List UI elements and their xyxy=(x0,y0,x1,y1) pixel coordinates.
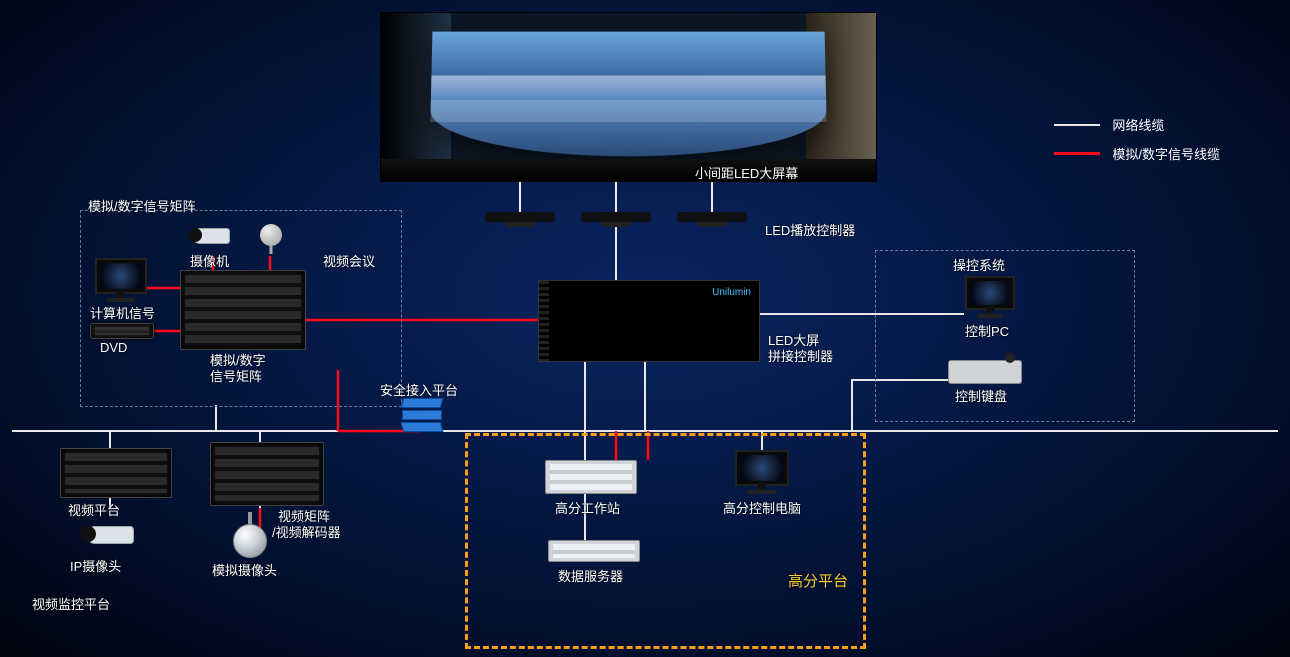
label-sec-platform: 安全接入平台 xyxy=(380,380,458,399)
legend-label-network: 网络线缆 xyxy=(1112,115,1164,134)
label-camera: 摄像机 xyxy=(190,251,229,270)
label-hi-pc: 高分控制电脑 xyxy=(723,498,801,517)
signal-matrix-rack xyxy=(180,270,306,350)
legend-row-signal: 模拟/数字信号线缆 xyxy=(1054,144,1220,163)
brand-label: Unilumin xyxy=(712,287,751,298)
label-led-screen: 小间距LED大屏幕 xyxy=(695,163,798,182)
led-video-wall xyxy=(380,12,877,182)
label-video-decoder: /视频解码器 xyxy=(272,522,341,541)
label-hi-ws: 高分工作站 xyxy=(555,498,620,517)
video-matrix-rack xyxy=(210,442,324,506)
analog-dome-camera xyxy=(230,512,270,558)
group-matrix-title: 模拟/数字信号矩阵 xyxy=(88,196,196,215)
highres-workstation xyxy=(545,460,637,494)
camera-device xyxy=(192,224,234,246)
label-videoconf: 视频会议 xyxy=(323,251,375,270)
highres-control-pc xyxy=(735,450,789,502)
label-led-player: LED播放控制器 xyxy=(765,220,855,239)
label-ctrl-kbd: 控制键盘 xyxy=(955,386,1007,405)
led-player-1 xyxy=(485,212,555,222)
label-dvd: DVD xyxy=(100,340,127,355)
legend-swatch-signal xyxy=(1054,152,1100,155)
label-led-splice2: 拼接控制器 xyxy=(768,346,833,365)
dvd-device xyxy=(90,323,154,339)
legend-label-signal: 模拟/数字信号线缆 xyxy=(1112,144,1220,163)
label-pc-signal: 计算机信号 xyxy=(90,303,155,322)
label-ctrl-pc: 控制PC xyxy=(965,321,1009,340)
pc-signal-monitor xyxy=(95,258,147,308)
group-highres-title: 高分平台 xyxy=(788,570,848,591)
led-player-3 xyxy=(677,212,747,222)
label-analog-cam: 模拟摄像头 xyxy=(212,560,277,579)
led-player-2 xyxy=(581,212,651,222)
videoconf-webcam xyxy=(260,224,282,246)
security-access-platform xyxy=(402,398,442,432)
legend: 网络线缆 模拟/数字信号线缆 xyxy=(1054,105,1220,173)
led-splice-controller: Unilumin xyxy=(538,280,760,362)
label-ipcam: IP摄像头 xyxy=(70,556,121,575)
ip-camera xyxy=(78,520,138,550)
group-control-title: 操控系统 xyxy=(953,255,1005,274)
label-video-platform: 视频平台 xyxy=(68,500,120,519)
group-highres xyxy=(465,433,866,649)
data-server xyxy=(548,540,640,562)
label-matrix-dev2: 信号矩阵 xyxy=(210,366,262,385)
control-keyboard xyxy=(948,360,1022,384)
legend-swatch-network xyxy=(1054,124,1100,126)
legend-row-network: 网络线缆 xyxy=(1054,115,1220,134)
group-video-title: 视频监控平台 xyxy=(32,594,110,613)
control-pc xyxy=(965,276,1015,324)
video-platform-rack xyxy=(60,448,172,498)
label-data-server: 数据服务器 xyxy=(558,566,623,585)
